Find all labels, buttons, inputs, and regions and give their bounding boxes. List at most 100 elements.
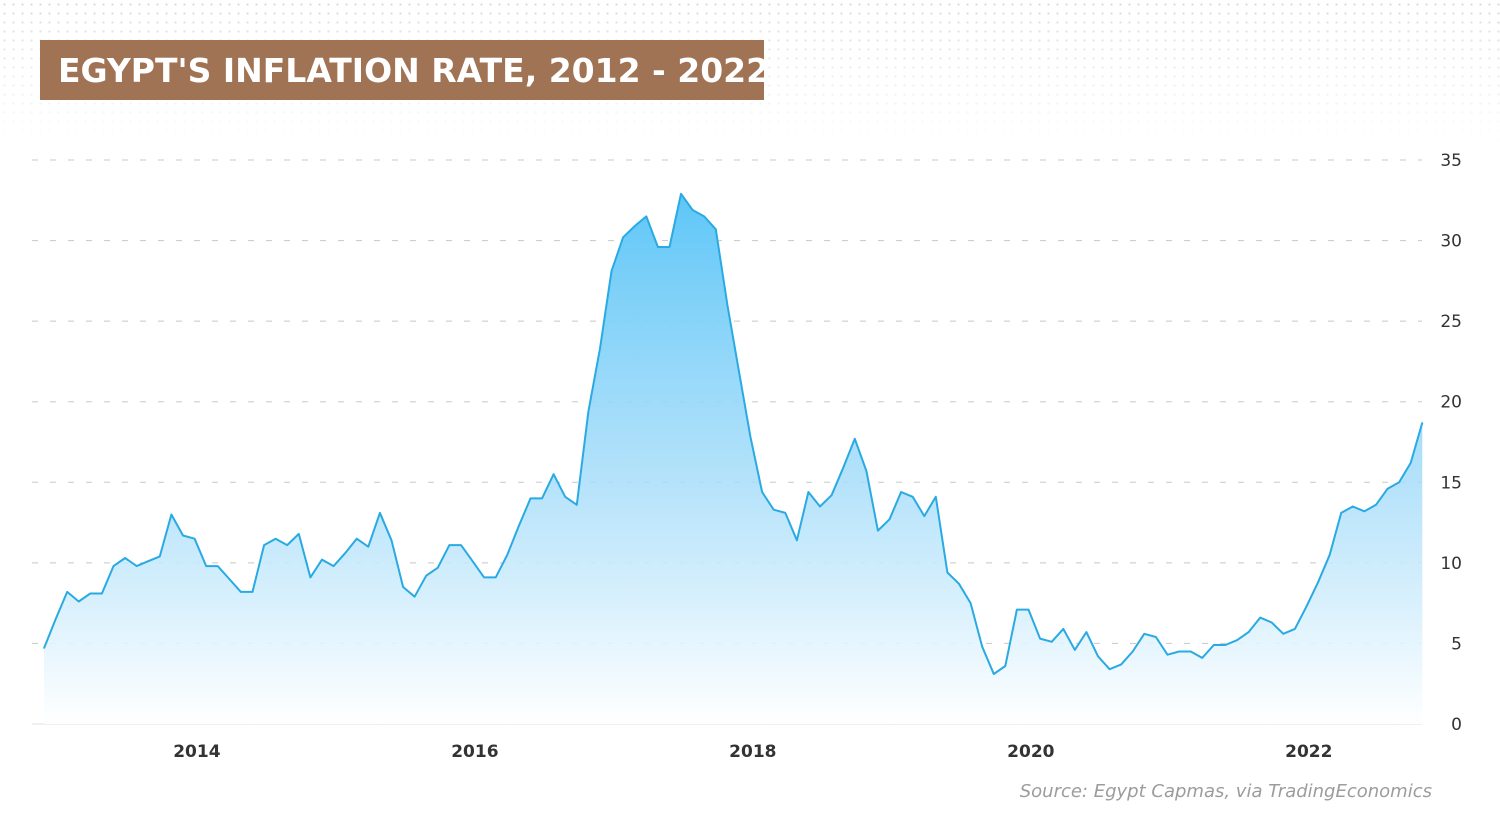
- data-point: [182, 534, 184, 537]
- data-point: [622, 236, 624, 238]
- data-point: [668, 246, 671, 248]
- data-point: [1190, 650, 1192, 653]
- data-point: [101, 592, 103, 595]
- data-point: [275, 538, 277, 540]
- data-point: [333, 565, 335, 567]
- data-point: [495, 576, 497, 579]
- data-point: [402, 586, 404, 588]
- data-point: [506, 554, 508, 556]
- data-point: [529, 497, 532, 499]
- data-point: [1387, 488, 1389, 490]
- data-point: [194, 538, 196, 540]
- area-fill: [44, 193, 1423, 725]
- data-point: [993, 673, 995, 675]
- data-point: [807, 491, 810, 493]
- data-point: [321, 559, 323, 561]
- y-tick-label: 15: [1440, 473, 1462, 493]
- data-point: [1282, 633, 1284, 635]
- data-point: [483, 576, 485, 579]
- data-point: [680, 193, 682, 195]
- data-point: [1329, 554, 1331, 556]
- data-point: [170, 513, 172, 516]
- source-note: Source: Egypt Capmas, via TradingEconomi…: [1019, 781, 1432, 802]
- data-point: [1016, 609, 1018, 611]
- data-point: [610, 270, 613, 272]
- data-point: [749, 436, 752, 438]
- data-point: [1363, 510, 1365, 512]
- data-point: [298, 533, 300, 535]
- y-tick-label: 35: [1440, 151, 1462, 171]
- data-point: [1317, 581, 1319, 583]
- data-point: [1027, 609, 1030, 611]
- data-point: [112, 565, 115, 567]
- data-point: [55, 618, 57, 620]
- data-point: [159, 555, 161, 558]
- data-point: [472, 560, 474, 562]
- data-point: [136, 565, 138, 567]
- data-point: [541, 497, 543, 499]
- data-point: [1352, 505, 1354, 508]
- data-point: [437, 567, 439, 569]
- x-tick-label-2016: 2016: [451, 742, 498, 762]
- data-point: [564, 496, 566, 498]
- data-point: [553, 473, 555, 475]
- x-axis-ticks: 2014 2016 2018 2020 2022: [173, 742, 1332, 762]
- data-point: [448, 544, 450, 546]
- data-point: [1062, 628, 1064, 630]
- data-point: [877, 530, 879, 532]
- data-point: [1248, 631, 1250, 633]
- data-point: [703, 215, 705, 217]
- data-point: [1375, 504, 1377, 506]
- data-point: [692, 209, 694, 211]
- data-point: [1074, 649, 1076, 651]
- data-point: [460, 544, 462, 546]
- data-point: [981, 646, 983, 648]
- data-point: [796, 539, 798, 541]
- data-point: [286, 544, 288, 546]
- data-point: [147, 560, 149, 562]
- data-point: [761, 491, 763, 493]
- data-point: [1109, 668, 1111, 670]
- data-point: [657, 246, 659, 248]
- data-point: [888, 518, 891, 520]
- data-point: [518, 525, 520, 527]
- y-tick-label: 30: [1440, 232, 1462, 252]
- data-point: [1259, 617, 1261, 619]
- data-point: [784, 512, 786, 514]
- chart-title: EGYPT'S INFLATION RATE, 2012 - 2022: [40, 40, 769, 100]
- data-point: [599, 347, 601, 350]
- data-point: [1294, 628, 1296, 630]
- plot-area: [43, 192, 1424, 725]
- data-point: [587, 410, 590, 412]
- y-tick-label: 10: [1440, 554, 1462, 574]
- data-point: [900, 491, 902, 493]
- data-point: [935, 496, 937, 498]
- data-point: [425, 575, 427, 577]
- data-point: [1178, 650, 1180, 653]
- x-tick-label-2020: 2020: [1007, 742, 1054, 762]
- data-point: [576, 504, 578, 506]
- data-point: [309, 576, 311, 579]
- data-point: [1143, 633, 1145, 635]
- data-point: [356, 538, 358, 540]
- data-point: [1224, 644, 1226, 646]
- data-point: [251, 591, 254, 593]
- data-point: [205, 565, 207, 567]
- data-point: [738, 370, 740, 372]
- data-point: [1421, 422, 1423, 424]
- data-point: [1039, 638, 1041, 640]
- data-point: [1213, 644, 1215, 646]
- data-point: [1236, 639, 1238, 641]
- data-point: [228, 578, 230, 580]
- data-point: [1201, 657, 1203, 659]
- data-point: [43, 647, 45, 649]
- x-tick-label-2018: 2018: [729, 742, 776, 762]
- y-tick-label: 0: [1451, 715, 1462, 735]
- data-point: [842, 467, 844, 469]
- data-point: [1155, 636, 1157, 638]
- y-tick-label: 20: [1440, 393, 1462, 413]
- y-axis-ticks: 0 5 10 15 20 25 30 35: [1440, 151, 1462, 735]
- data-point: [344, 552, 346, 554]
- data-point: [1166, 654, 1169, 656]
- data-point: [854, 438, 856, 440]
